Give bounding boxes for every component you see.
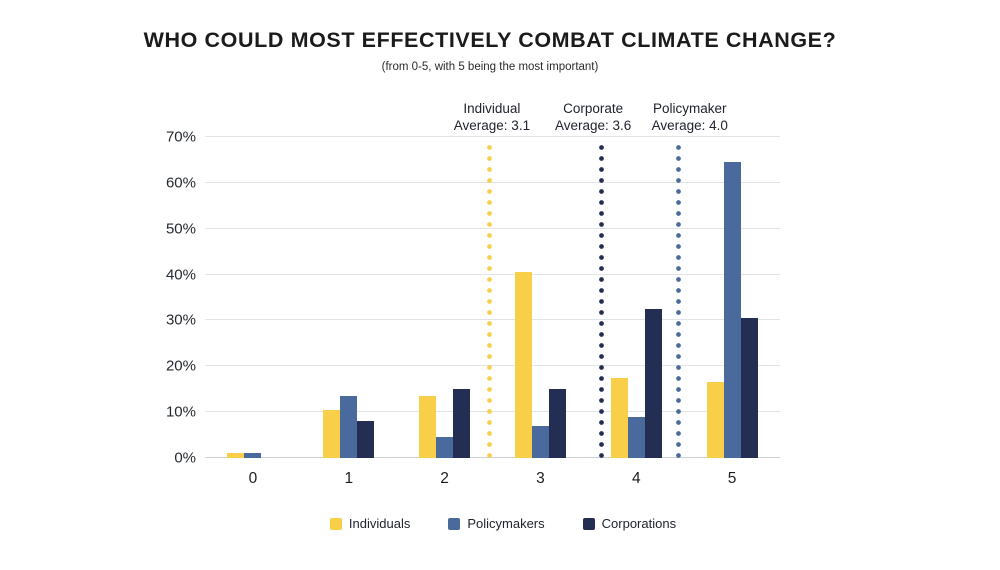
average-annotation-label: Individual: [463, 101, 521, 116]
y-axis-tick-label: 50%: [165, 220, 196, 238]
bar-policymakers-2: [436, 437, 454, 458]
bar-individuals-1: [323, 409, 341, 458]
individual-average-annotation: Individual Average: 3.1: [454, 101, 530, 134]
y-axis-tick-label: 10%: [165, 403, 196, 421]
bar-individuals-0: [227, 453, 245, 458]
bar-individuals-3: [514, 272, 532, 458]
bar-group-4: [610, 309, 662, 458]
average-annotation-value: Average: 3.6: [554, 117, 632, 133]
bar-policymakers-1: [340, 396, 358, 458]
y-axis-tick-label: 30%: [165, 311, 196, 329]
bar-group-1: [323, 396, 375, 458]
bar-corporations-2: [453, 389, 471, 458]
x-axis-category-label: 1: [344, 470, 354, 487]
bar-group-5: [706, 162, 758, 458]
y-axis-tick-label: 20%: [165, 357, 196, 375]
x-axis-category-label: 5: [727, 470, 737, 487]
gridline: [205, 273, 780, 275]
corporate-average-line: [599, 142, 605, 458]
legend-item-policymakers: Policymakers: [448, 516, 545, 531]
x-axis-category-label: 0: [248, 470, 258, 487]
bar-individuals-2: [419, 396, 437, 458]
legend-label: Corporations: [601, 516, 677, 531]
gridline: [205, 136, 780, 137]
bar-corporations-3: [548, 389, 566, 458]
bar-policymakers-5: [723, 162, 741, 458]
y-axis-tick-label: 60%: [165, 174, 196, 192]
average-annotations: Individual Average: 3.1 Corporate Average: …: [205, 101, 780, 137]
gridline: [205, 181, 780, 183]
average-annotation-label: Policymaker: [652, 101, 727, 116]
chart-subtitle: (from 0-5, with 5 being the most importa…: [381, 61, 599, 73]
policymaker-average-line: [676, 142, 682, 458]
corporate-average-annotation: Corporate Average: 3.6: [555, 101, 631, 134]
bar-individuals-5: [706, 382, 724, 458]
legend-swatch-individuals: [329, 517, 342, 530]
y-axis-tick-label: 0%: [174, 449, 196, 467]
legend-item-individuals: Individuals: [329, 516, 411, 531]
legend: Individuals Policymakers Corporations: [13, 516, 993, 531]
bar-corporations-5: [740, 318, 758, 458]
legend-item-corporations: Corporations: [582, 516, 677, 531]
gridline: [205, 319, 780, 321]
y-axis-tick-label: 40%: [165, 266, 196, 284]
legend-label: Policymakers: [467, 516, 545, 531]
legend-swatch-corporations: [582, 517, 595, 530]
bar-policymakers-3: [531, 425, 549, 458]
x-axis-category-label: 2: [440, 470, 449, 487]
bar-group-0: [227, 453, 278, 458]
plot-area: [205, 136, 780, 458]
y-axis: 0% 10% 20% 30% 40% 50% 60% 70%: [138, 129, 196, 467]
bar-corporations-1: [357, 421, 375, 458]
bar-group-3: [514, 272, 566, 458]
legend-label: Individuals: [348, 516, 411, 531]
policymaker-average-annotation: Policymaker Average: 4.0: [652, 101, 728, 134]
y-axis-tick-label: 70%: [165, 128, 196, 146]
bar-group-2: [419, 389, 471, 458]
bar-corporations-4: [644, 309, 662, 458]
bar-individuals-4: [610, 377, 628, 458]
bar-policymakers-4: [627, 416, 645, 458]
x-axis-category-label: 3: [536, 470, 545, 487]
average-annotation-value: Average: 3.1: [453, 117, 531, 133]
individual-average-line: [486, 142, 492, 458]
average-annotation-label: Corporate: [563, 101, 624, 116]
x-axis: 0 1 2 3 4 5: [205, 470, 780, 492]
gridline: [205, 457, 780, 458]
legend-swatch-policymakers: [448, 517, 461, 530]
bar-policymakers-0: [244, 453, 262, 458]
gridline: [205, 411, 780, 413]
gridline: [205, 365, 780, 367]
chart-title: WHO COULD MOST EFFECTIVELY COMBAT CLIMAT…: [143, 28, 837, 52]
average-annotation-value: Average: 4.0: [651, 117, 728, 133]
gridline: [205, 227, 780, 229]
x-axis-category-label: 4: [631, 470, 641, 487]
